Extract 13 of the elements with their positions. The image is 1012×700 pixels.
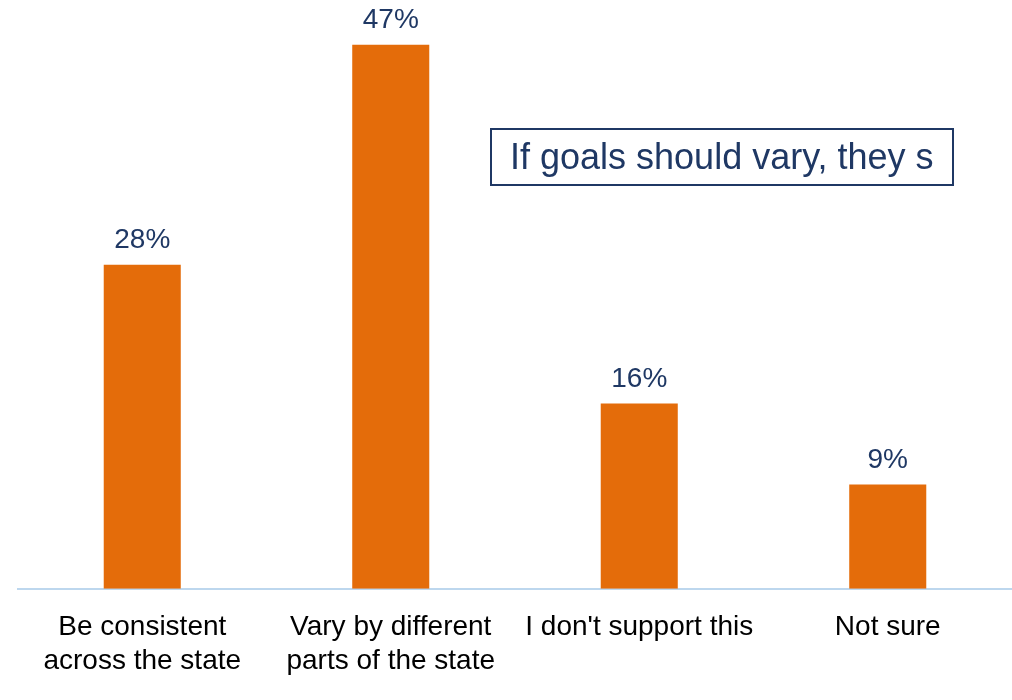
x-tick-label: Be consistent across the state [43,610,242,675]
data-label: 28% [114,223,171,255]
annotation: If goals should vary, they s [490,128,954,186]
data-label: 47% [362,3,419,35]
bar [849,484,927,589]
data-label: 9% [867,443,908,475]
x-tick-label: Not sure [834,610,941,642]
data-label: 16% [611,362,668,394]
x-tick-label: I don't support this [525,610,754,642]
bar [600,403,678,589]
bar [103,264,181,589]
bar [352,44,430,589]
x-tick-label: Vary by different parts of the state [286,610,496,675]
